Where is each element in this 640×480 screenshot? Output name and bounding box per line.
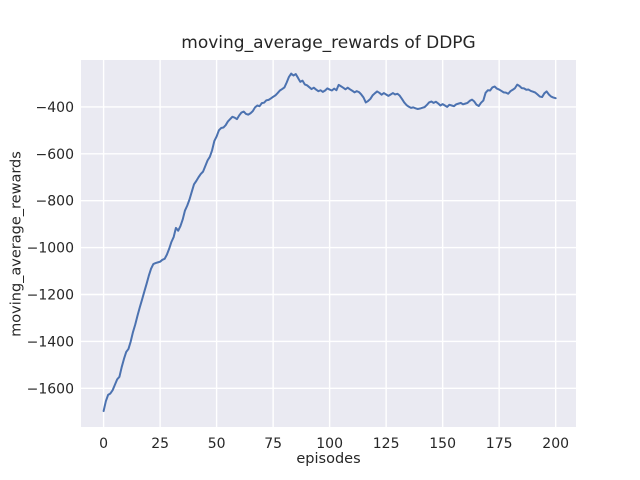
y-tick-label: −1400 <box>27 334 74 350</box>
chart-title: moving_average_rewards of DDPG <box>181 33 476 53</box>
reward-line <box>102 72 557 413</box>
x-tick-label: 0 <box>99 436 108 452</box>
x-tick-label: 200 <box>542 436 569 452</box>
x-tick-label: 175 <box>486 436 513 452</box>
y-tick-label: −800 <box>36 194 74 210</box>
plot-background <box>81 60 576 427</box>
y-tick-label: −1000 <box>27 241 74 257</box>
y-axis-label: moving_average_rewards <box>8 151 25 337</box>
x-tick-label: 50 <box>208 436 226 452</box>
x-tick-label: 100 <box>316 436 343 452</box>
y-tick-label: −1600 <box>27 381 74 397</box>
x-tick-label: 125 <box>373 436 400 452</box>
x-tick-label: 75 <box>264 436 282 452</box>
x-tick-label: 150 <box>429 436 456 452</box>
y-tick-label: −600 <box>36 147 74 163</box>
y-tick-label: −400 <box>36 100 74 116</box>
x-tick-label: 25 <box>151 436 169 452</box>
x-axis-label: episodes <box>296 451 361 467</box>
y-tick-label: −1200 <box>27 288 74 304</box>
